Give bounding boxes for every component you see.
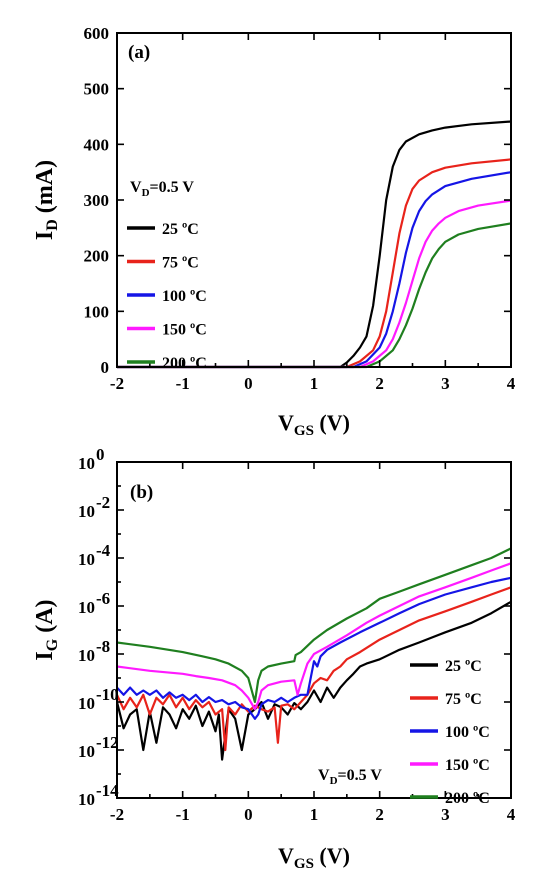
x-axis-symbol: V <box>278 843 294 868</box>
y-tick-label: 400 <box>84 135 110 154</box>
legend-label-25-c: 25 ºC <box>445 658 482 675</box>
series-line-25-c <box>115 600 512 761</box>
y-tick-exponent: -10 <box>96 685 119 704</box>
series-group <box>117 120 512 369</box>
y-tick-base: 10 <box>78 694 95 713</box>
x-tick-label: 3 <box>441 374 450 393</box>
condition-text: VD=0.5 V <box>130 179 194 199</box>
condition-symbol: V <box>130 179 142 196</box>
series-line-75-c <box>117 158 512 369</box>
y-tick-exponent: -4 <box>96 541 111 560</box>
y-tick-label: 10 <box>78 454 95 473</box>
y-tick-base: 10 <box>78 454 95 473</box>
series-line-100-c <box>117 171 512 369</box>
legend-label-200-c: 200 ºC <box>445 790 490 807</box>
y-tick-label: 10 <box>78 502 95 521</box>
x-tick-label: 2 <box>375 374 384 393</box>
y-tick-base: 10 <box>78 742 95 761</box>
condition-subscript: D <box>330 775 338 787</box>
x-axis-subscript: GS <box>294 856 314 872</box>
x-axis-label: VGS (V) <box>278 410 350 439</box>
y-tick-exponent: -2 <box>96 493 110 512</box>
legend-label-100-c: 100 ºC <box>162 288 207 305</box>
legend-label-150-c: 150 ºC <box>162 322 207 339</box>
x-tick-label: -2 <box>110 805 124 824</box>
y-tick-label: 600 <box>84 24 110 43</box>
y-tick-base: 10 <box>78 598 95 617</box>
plot-frame <box>116 32 512 368</box>
x-tick-label: -2 <box>110 374 124 393</box>
legend-label-75-c: 75 ºC <box>445 691 482 708</box>
panel-label: (b) <box>130 482 153 503</box>
x-axis-label: VGS (V) <box>278 843 350 872</box>
series-line-75-c <box>116 586 512 752</box>
x-tick-label: 0 <box>244 374 253 393</box>
x-tick-label: 0 <box>244 805 253 824</box>
y-tick-base: 10 <box>78 550 95 569</box>
y-axis-subscript: G <box>44 638 61 651</box>
panel-label: (a) <box>128 42 150 63</box>
condition-value: =0.5 V <box>150 179 195 196</box>
legend-label-200-c: 200 ºC <box>162 355 207 372</box>
legend: 25 ºC 75 ºC 100 ºC 150 ºC 200 ºC <box>410 658 490 807</box>
x-tick-label: 3 <box>441 805 450 824</box>
y-tick-exponent: -6 <box>96 589 110 608</box>
series-line-150-c <box>117 199 512 369</box>
x-tick-label: 2 <box>375 805 384 824</box>
y-tick-label: 10 <box>78 742 95 761</box>
x-tick-label: 1 <box>310 805 319 824</box>
legend-label-150-c: 150 ºC <box>445 757 490 774</box>
y-tick-label: 500 <box>84 80 110 99</box>
legend-label-75-c: 75 ºC <box>162 255 199 272</box>
x-tick-label: -1 <box>176 374 190 393</box>
y-axis-label: IG (A) <box>32 599 61 660</box>
legend-label-25-c: 25 ºC <box>162 221 199 238</box>
x-tick-label: 4 <box>507 805 516 824</box>
y-tick-label: 300 <box>84 191 110 210</box>
x-axis-subscript: GS <box>294 423 314 439</box>
y-tick-base: 10 <box>78 790 95 809</box>
x-axis-unit: (V) <box>314 410 350 435</box>
y-axis-symbol: I <box>32 231 58 240</box>
y-axis-unit: (mA) <box>32 160 58 219</box>
series-line-200-c <box>116 547 512 704</box>
y-tick-label: 10 <box>78 598 95 617</box>
series-group <box>115 547 512 761</box>
y-tick-base: 10 <box>78 502 95 521</box>
y-tick-label: 0 <box>101 358 110 377</box>
y-tick-label: 10 <box>78 550 95 569</box>
y-tick-exponent: -12 <box>96 733 119 752</box>
y-tick-base: 10 <box>78 646 95 665</box>
x-axis-unit: (V) <box>314 843 350 868</box>
series-line-200-c <box>117 222 512 369</box>
legend: 25 ºC 75 ºC 100 ºC 150 ºC 200 ºC <box>127 221 207 372</box>
y-axis-unit: (A) <box>32 599 58 638</box>
y-tick-label: 10 <box>78 646 95 665</box>
condition-value: =0.5 V <box>338 767 383 784</box>
y-axis-label: ID (mA) <box>32 160 61 240</box>
series-line-150-c <box>116 562 512 711</box>
series-line-100-c <box>116 576 512 720</box>
x-tick-label: -1 <box>176 805 190 824</box>
y-tick-exponent: -8 <box>96 637 110 656</box>
y-tick-label: 200 <box>84 247 110 266</box>
y-tick-label: 10 <box>78 790 95 809</box>
legend-label-100-c: 100 ºC <box>445 724 490 741</box>
y-tick-exponent: -14 <box>96 781 119 800</box>
x-tick-label: 4 <box>507 374 516 393</box>
condition-text: VD=0.5 V <box>318 767 382 787</box>
y-tick-label: 100 <box>84 302 110 321</box>
condition-symbol: V <box>318 767 330 784</box>
x-tick-label: 1 <box>310 374 319 393</box>
x-axis-symbol: V <box>278 410 294 435</box>
y-tick-exponent: 0 <box>96 445 105 464</box>
condition-subscript: D <box>142 187 150 199</box>
y-tick-label: 10 <box>78 694 95 713</box>
y-axis-subscript: D <box>44 219 61 231</box>
series-line-25-c <box>117 120 512 369</box>
y-axis-symbol: I <box>32 651 58 660</box>
